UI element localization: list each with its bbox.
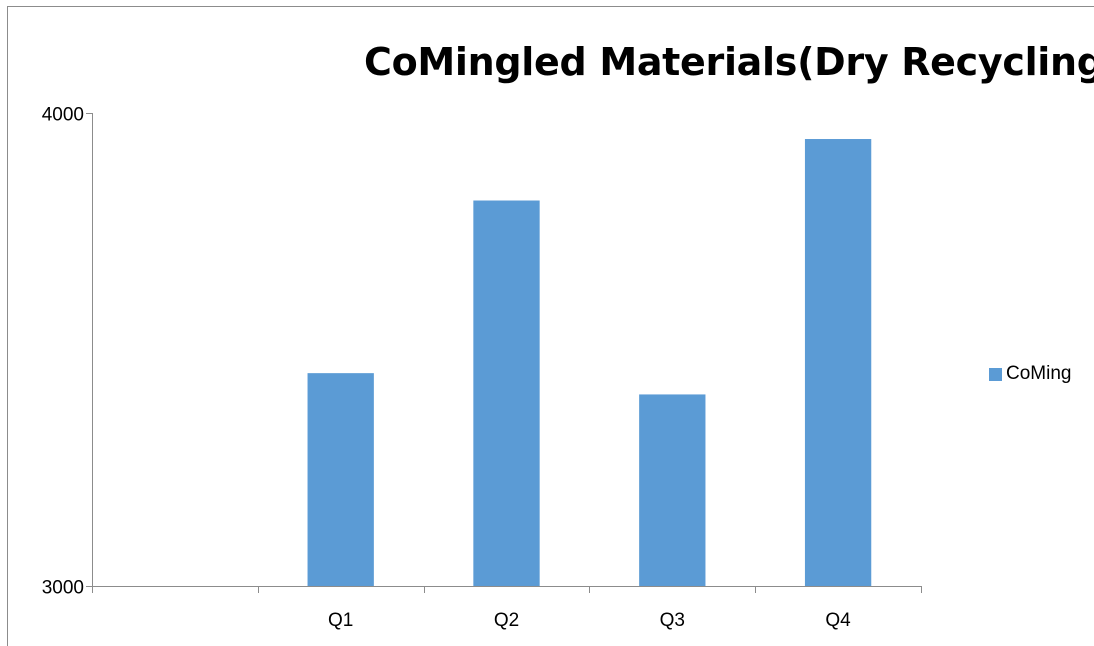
legend-swatch	[989, 367, 1002, 381]
x-tick-label: Q4	[825, 610, 851, 631]
y-tick-label: 4000	[42, 105, 84, 126]
legend-label: CoMing	[1006, 363, 1072, 384]
x-tick-label: Q1	[328, 610, 353, 631]
bar-Q4[interactable]	[804, 139, 872, 586]
x-tick-label: Q2	[494, 610, 519, 631]
chart-title: CoMingled Materials(Dry Recycling)	[364, 40, 1094, 84]
legend[interactable]: CoMing	[989, 363, 1094, 385]
y-tick-label: 3000	[42, 578, 84, 599]
bar-Q1[interactable]	[307, 373, 374, 586]
chart-frame	[7, 6, 1094, 646]
bar-Q3[interactable]	[639, 394, 706, 586]
bar-Q2[interactable]	[473, 200, 540, 586]
x-tick-label: Q3	[660, 610, 685, 631]
